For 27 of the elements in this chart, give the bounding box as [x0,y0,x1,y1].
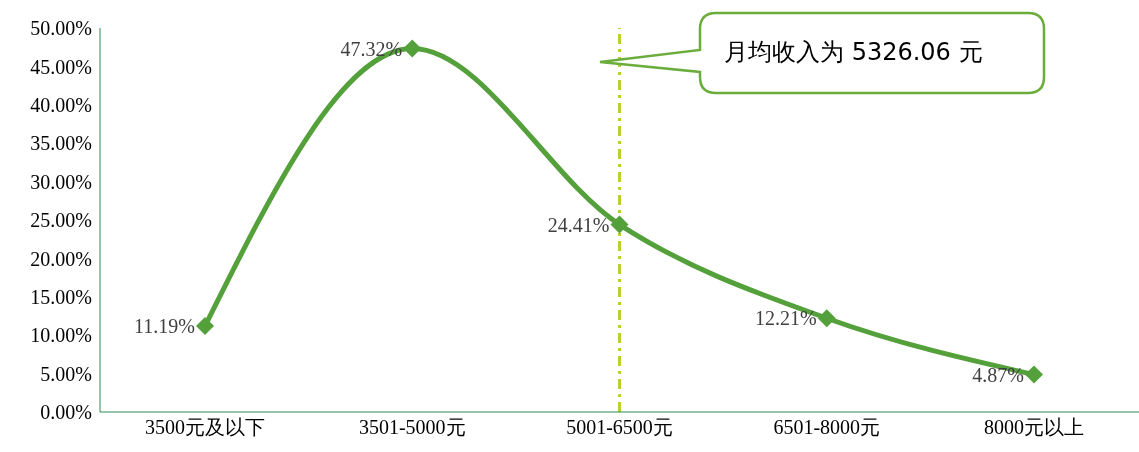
x-tick-label: 8000元以上 [984,416,1084,439]
data-label: 4.87% [972,363,1024,386]
data-label: 12.21% [755,307,817,330]
data-label: 11.19% [134,315,195,338]
point [610,215,629,234]
point [1025,365,1043,384]
y-tick-label: 50.00% [30,17,92,40]
data-label: 24.41% [547,213,610,236]
y-tick-label: 25.00% [30,209,92,232]
annotation: 月均收入为 5326.06 元 [724,37,983,68]
y-tick-label: 40.00% [30,93,92,116]
y-tick-label: 15.00% [30,285,92,308]
y-tick-label: 5.00% [40,362,92,385]
x-tick-label: 3501-5000元 [358,416,466,439]
x-tick-label: 6501-8000元 [773,416,881,439]
x-tick-label: 5001-6500元 [566,416,673,439]
x-tick-label: 3500元及以下 [145,416,265,439]
y-tick-label: 35.00% [30,132,92,155]
y-tick-label: 20.00% [30,247,92,270]
y-tick-label: 10.00% [30,324,92,347]
y-tick-label: 45.00% [30,55,92,78]
y-tick-label: 30.00% [30,170,92,193]
y-tick-label: 0.00% [40,401,92,424]
point [196,317,214,336]
point [817,309,836,328]
data-label: 47.32% [340,37,403,60]
point [403,39,422,58]
